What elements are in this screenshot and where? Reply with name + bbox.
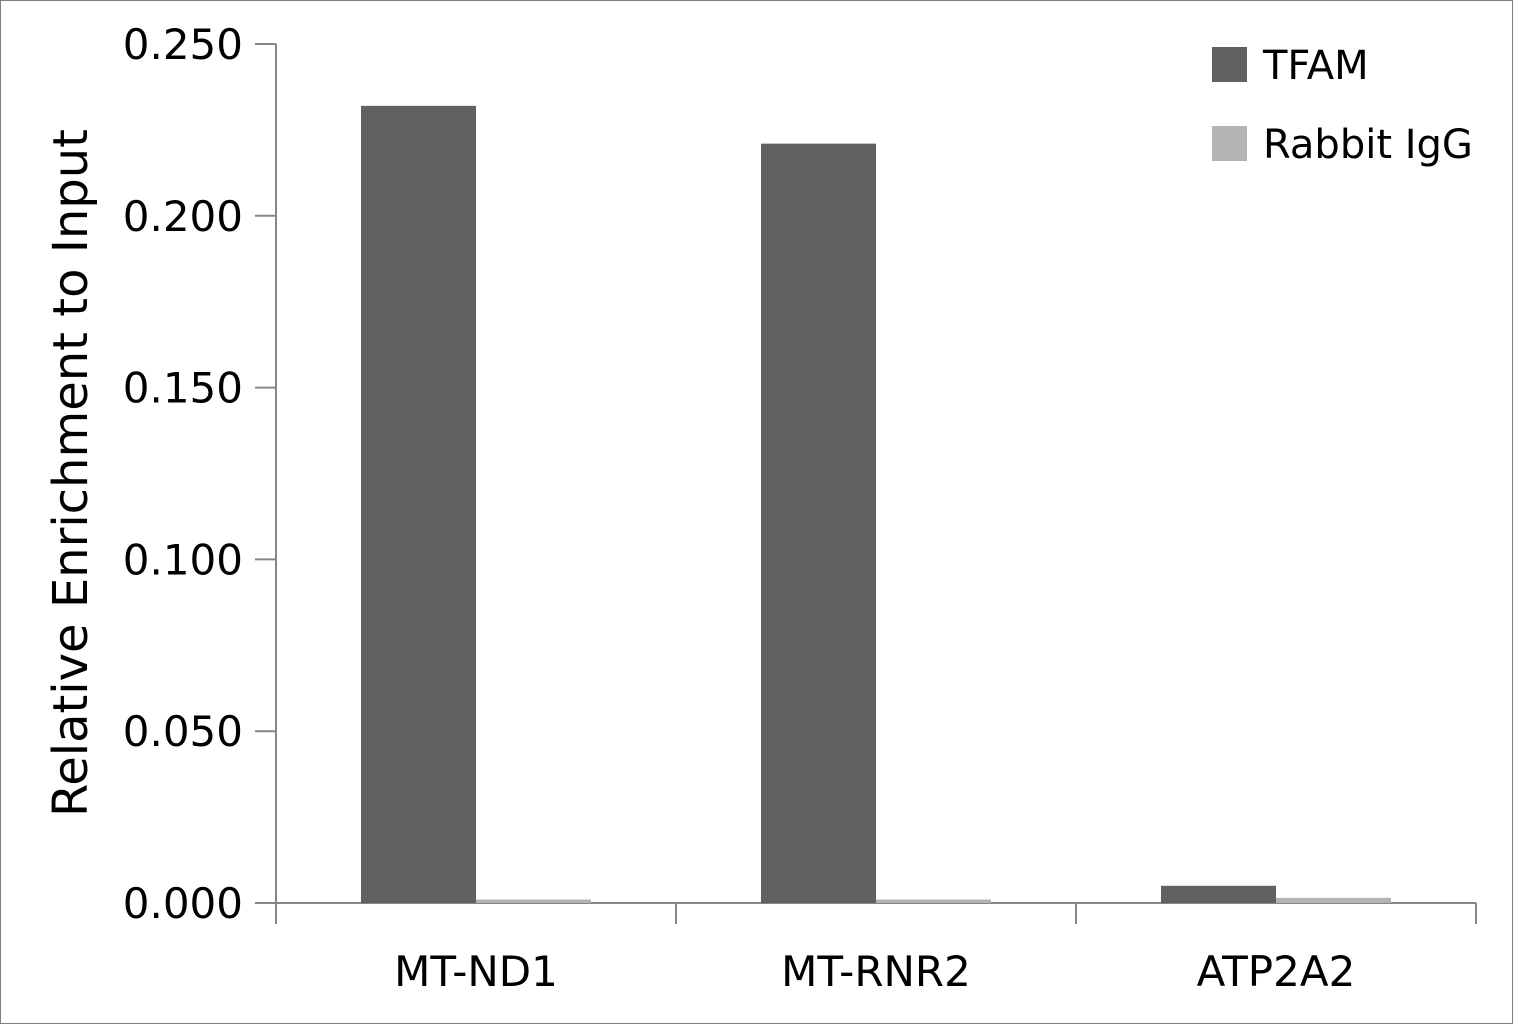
legend-label: TFAM (1262, 43, 1369, 89)
bar (761, 143, 876, 904)
legend: TFAM Rabbit IgG (1212, 43, 1473, 168)
y-tick-label: 0.250 (123, 20, 243, 69)
x-category-label: MT-ND1 (394, 947, 558, 996)
legend-swatch (1212, 126, 1247, 161)
x-category-label: MT-RNR2 (781, 947, 971, 996)
legend-label: Rabbit IgG (1263, 122, 1473, 168)
y-axis-title: Relative Enrichment to Input (43, 129, 99, 817)
y-tick-label: 0.200 (123, 192, 243, 241)
x-axis: MT-ND1 MT-RNR2 ATP2A2 (275, 902, 1477, 996)
bar (876, 899, 991, 903)
y-tick-label: 0.150 (123, 364, 243, 413)
y-axis: 0.000 0.050 0.100 0.150 0.200 0.250 (123, 20, 277, 928)
y-tick-label: 0.100 (123, 535, 243, 584)
bars (361, 105, 1391, 904)
bar (1276, 897, 1391, 903)
bar (361, 105, 476, 903)
y-tick-label: 0.000 (123, 879, 243, 928)
bar (1161, 885, 1276, 903)
bar (476, 899, 591, 903)
y-tick-label: 0.050 (123, 707, 243, 756)
x-category-label: ATP2A2 (1197, 947, 1356, 996)
legend-swatch (1212, 47, 1247, 82)
